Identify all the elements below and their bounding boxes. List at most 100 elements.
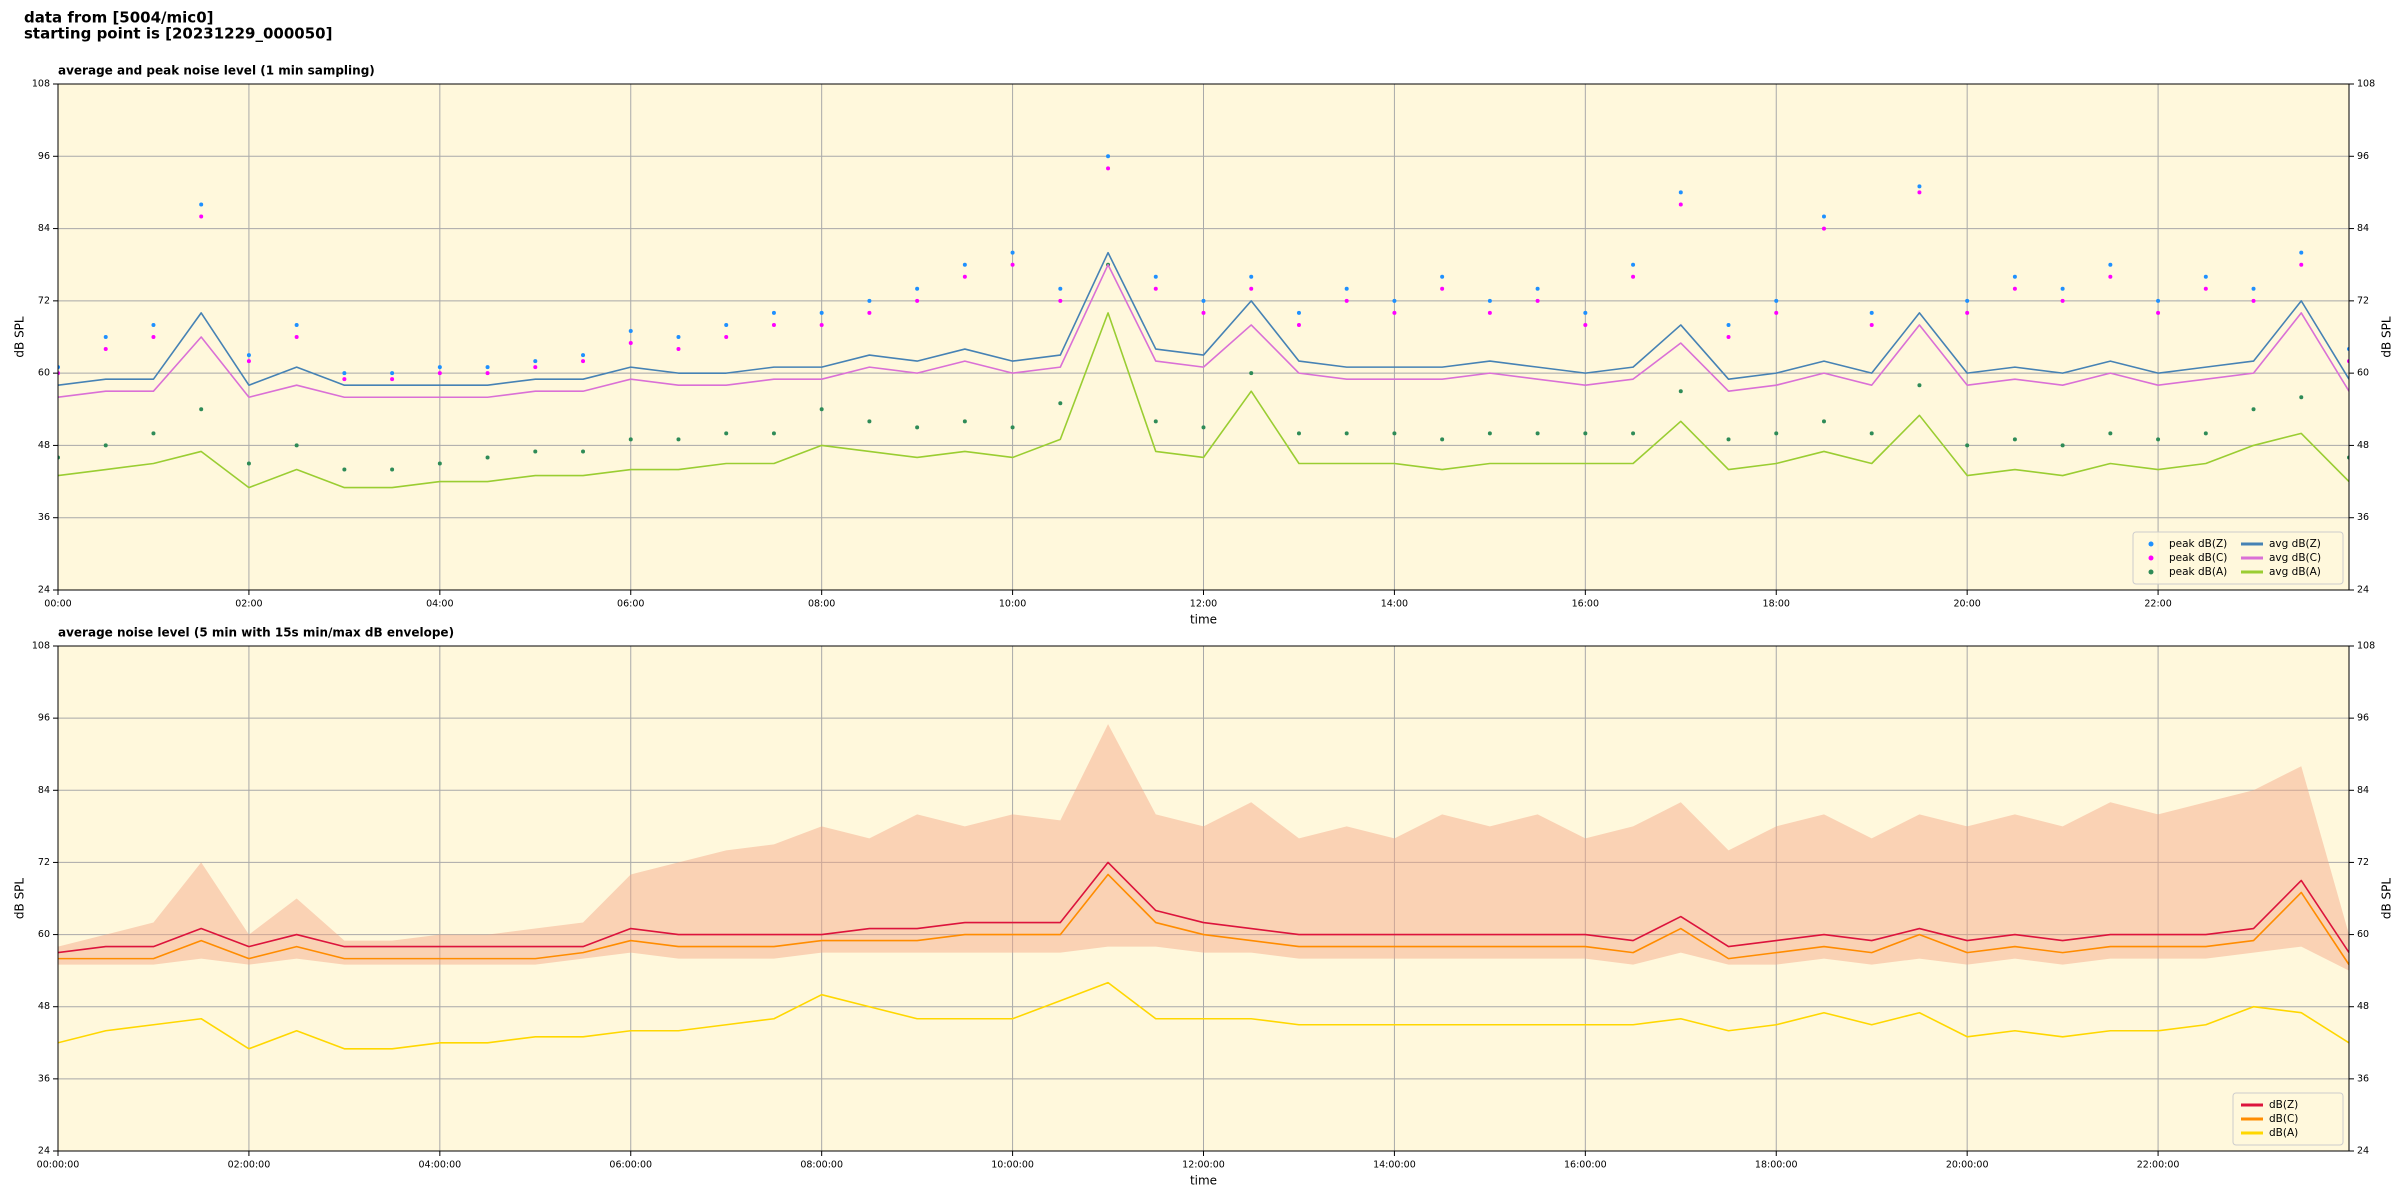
peak-point xyxy=(485,455,490,460)
x-tick-label: 04:00:00 xyxy=(418,1160,461,1171)
y-tick-label: 24 xyxy=(2357,585,2369,596)
plot-area xyxy=(58,724,2349,1050)
legend-label: peak dB(C) xyxy=(2169,552,2227,564)
peak-point xyxy=(1296,310,1301,315)
peak-point xyxy=(1965,443,1970,448)
peak-point xyxy=(724,335,729,339)
peak-point xyxy=(867,310,872,315)
peak-point xyxy=(342,377,347,382)
plot-frame xyxy=(57,83,2350,591)
peak-point xyxy=(1010,262,1015,267)
y-tick-label: 36 xyxy=(2357,512,2369,523)
series-line xyxy=(58,873,2349,966)
peak-point xyxy=(151,431,156,436)
peak-point xyxy=(962,262,967,267)
plot-frame xyxy=(57,645,2350,1152)
peak-point xyxy=(867,419,872,424)
x-tick-label: 08:00:00 xyxy=(800,1160,843,1171)
peak-point xyxy=(1726,322,1731,327)
peak-point xyxy=(2299,250,2304,255)
peak-point xyxy=(437,461,442,466)
peak-point xyxy=(1058,286,1063,291)
peak-point xyxy=(1440,286,1445,291)
peak-point xyxy=(1058,298,1063,303)
x-tick-label: 22:00:00 xyxy=(2137,1160,2180,1171)
peak-point xyxy=(2156,298,2161,303)
peak-point xyxy=(1487,298,1492,303)
legend-label: avg dB(C) xyxy=(2269,552,2321,564)
peak-point xyxy=(151,322,156,327)
peak-point xyxy=(1774,298,1779,303)
x-tick-label: 16:00:00 xyxy=(1564,1160,1607,1171)
peak-point xyxy=(1010,250,1015,255)
x-tick-label: 06:00:00 xyxy=(609,1160,652,1171)
peak-point xyxy=(1631,274,1636,279)
peak-point xyxy=(1058,401,1063,406)
peak-point xyxy=(103,443,108,448)
peak-point xyxy=(1583,431,1588,436)
y-tick-label: 72 xyxy=(38,295,50,306)
peak-point xyxy=(1678,190,1683,195)
peak-point xyxy=(676,347,681,352)
x-tick-label: 10:00 xyxy=(999,599,1026,610)
y-tick-label: 36 xyxy=(2357,1073,2369,1084)
peak-point xyxy=(2012,286,2017,291)
envelope-area xyxy=(58,724,2349,971)
x-tick-label: 02:00 xyxy=(235,599,262,610)
peak-point xyxy=(1535,431,1540,436)
peak-point xyxy=(915,298,920,303)
series-line xyxy=(58,263,2349,399)
peak-point xyxy=(1392,431,1397,436)
x-tick-label: 10:00:00 xyxy=(991,1160,1034,1171)
legend-box xyxy=(2132,531,2344,585)
peak-point xyxy=(151,335,156,339)
peak-point xyxy=(1440,274,1445,279)
peak-point xyxy=(676,335,681,339)
chart: average noise level (5 min with 15s min/… xyxy=(13,626,2394,1188)
x-tick-label: 12:00 xyxy=(1190,599,1217,610)
legend-marker xyxy=(2148,555,2154,561)
peak-point xyxy=(676,437,681,442)
legend-label: dB(A) xyxy=(2269,1127,2298,1139)
peak-point xyxy=(1965,298,1970,303)
peak-point xyxy=(1917,184,1922,189)
y-tick-label: 108 xyxy=(2357,79,2375,90)
peak-point xyxy=(2108,431,2113,436)
peak-point xyxy=(1631,431,1636,436)
y-tick-label: 24 xyxy=(2357,1146,2369,1157)
peak-point xyxy=(390,371,395,376)
x-tick-label: 06:00 xyxy=(617,599,644,610)
x-tick-label: 22:00 xyxy=(2144,599,2171,610)
peak-point xyxy=(199,202,204,207)
y-axis-label: dB SPL xyxy=(2380,316,2394,358)
peak-point xyxy=(1869,322,1874,327)
peak-point xyxy=(1821,226,1826,231)
peak-point xyxy=(628,437,633,442)
y-axis-label: dB SPL xyxy=(13,316,27,358)
peak-point xyxy=(294,335,299,339)
peak-point xyxy=(1869,431,1874,436)
legend-label: avg dB(Z) xyxy=(2269,538,2321,550)
x-tick-label: 14:00 xyxy=(1381,599,1408,610)
peak-point xyxy=(1344,298,1349,303)
chart-title: average noise level (5 min with 15s min/… xyxy=(58,626,454,640)
peak-point xyxy=(819,407,824,412)
peak-point xyxy=(1774,431,1779,436)
y-tick-label: 72 xyxy=(2357,295,2369,306)
peak-point xyxy=(1965,310,1970,315)
y-tick-label: 72 xyxy=(38,857,50,868)
peak-point xyxy=(915,286,920,291)
peak-point xyxy=(246,359,251,364)
plot-area xyxy=(58,154,2349,489)
y-tick-label: 60 xyxy=(2357,368,2369,379)
peak-point xyxy=(581,353,586,358)
peak-point xyxy=(533,359,538,364)
peak-point xyxy=(2156,310,2161,315)
y-tick-label: 60 xyxy=(38,368,50,379)
peak-point xyxy=(1821,419,1826,424)
peak-point xyxy=(199,407,204,412)
series-line xyxy=(58,251,2349,386)
y-axis-label: dB SPL xyxy=(2380,878,2394,920)
chart: average and peak noise level (1 min samp… xyxy=(13,64,2394,627)
